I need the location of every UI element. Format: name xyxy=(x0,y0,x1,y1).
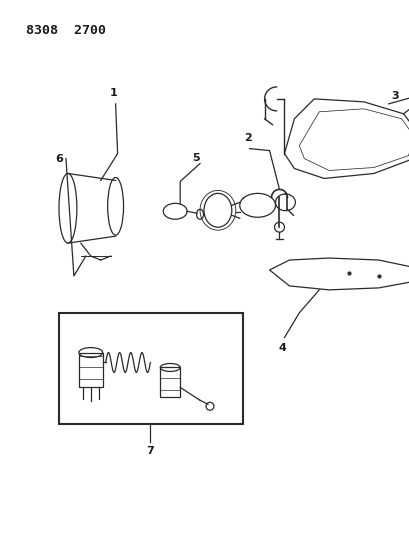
Text: 5: 5 xyxy=(192,152,199,163)
Text: 2: 2 xyxy=(243,133,251,143)
Text: 8308  2700: 8308 2700 xyxy=(26,25,106,37)
Text: 3: 3 xyxy=(391,91,398,101)
Bar xyxy=(59,313,242,424)
Text: 1: 1 xyxy=(110,88,117,98)
Text: 6: 6 xyxy=(55,154,63,164)
Text: 4: 4 xyxy=(278,343,286,353)
Text: 7: 7 xyxy=(146,446,154,456)
